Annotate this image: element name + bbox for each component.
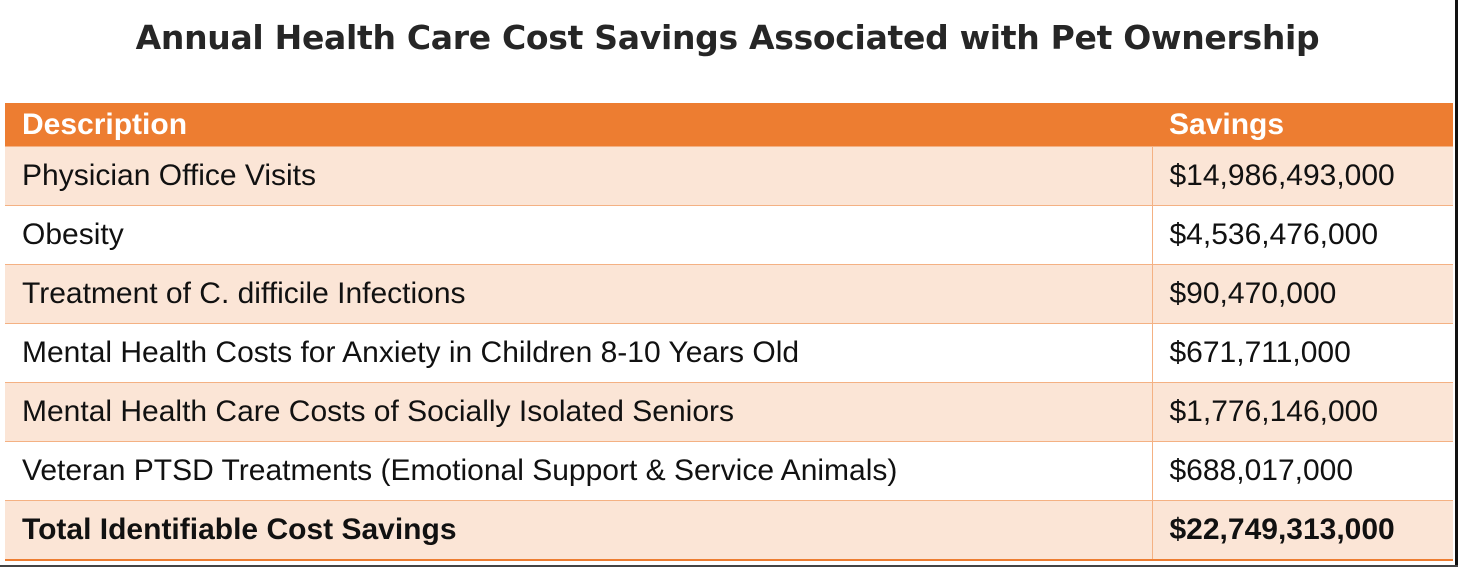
table-row: Obesity $4,536,476,000 bbox=[5, 205, 1453, 265]
total-row: Total Identifiable Cost Savings $22,749,… bbox=[5, 500, 1453, 561]
row-description: Mental Health Care Costs of Socially Iso… bbox=[5, 382, 1152, 442]
page-title: Annual Health Care Cost Savings Associat… bbox=[135, 18, 1320, 57]
table-row: Mental Health Care Costs of Socially Iso… bbox=[5, 382, 1453, 442]
total-savings: $22,749,313,000 bbox=[1151, 500, 1453, 561]
row-description: Treatment of C. difficile Infections bbox=[5, 264, 1152, 324]
row-description: Veteran PTSD Treatments (Emotional Suppo… bbox=[5, 441, 1152, 501]
row-savings: $90,470,000 bbox=[1151, 264, 1453, 324]
table-row: Mental Health Costs for Anxiety in Child… bbox=[5, 323, 1453, 383]
row-savings: $1,776,146,000 bbox=[1151, 382, 1453, 442]
column-header-description: Description bbox=[5, 103, 1152, 147]
right-border-divider bbox=[1455, 0, 1458, 567]
bottom-border-divider bbox=[0, 565, 1458, 567]
table-header-row: Description Savings bbox=[5, 103, 1453, 147]
row-savings: $4,536,476,000 bbox=[1151, 205, 1453, 265]
row-savings: $688,017,000 bbox=[1151, 441, 1453, 501]
table-row: Treatment of C. difficile Infections $90… bbox=[5, 264, 1453, 324]
row-savings: $671,711,000 bbox=[1151, 323, 1453, 383]
row-savings: $14,986,493,000 bbox=[1151, 146, 1453, 206]
savings-table: Description Savings Physician Office Vis… bbox=[5, 103, 1453, 561]
row-description: Physician Office Visits bbox=[5, 146, 1152, 206]
row-description: Mental Health Costs for Anxiety in Child… bbox=[5, 323, 1152, 383]
row-description: Obesity bbox=[5, 205, 1152, 265]
table-row: Veteran PTSD Treatments (Emotional Suppo… bbox=[5, 441, 1453, 501]
column-header-savings: Savings bbox=[1152, 103, 1453, 147]
total-description: Total Identifiable Cost Savings bbox=[5, 500, 1152, 561]
table-row: Physician Office Visits $14,986,493,000 bbox=[5, 146, 1453, 206]
